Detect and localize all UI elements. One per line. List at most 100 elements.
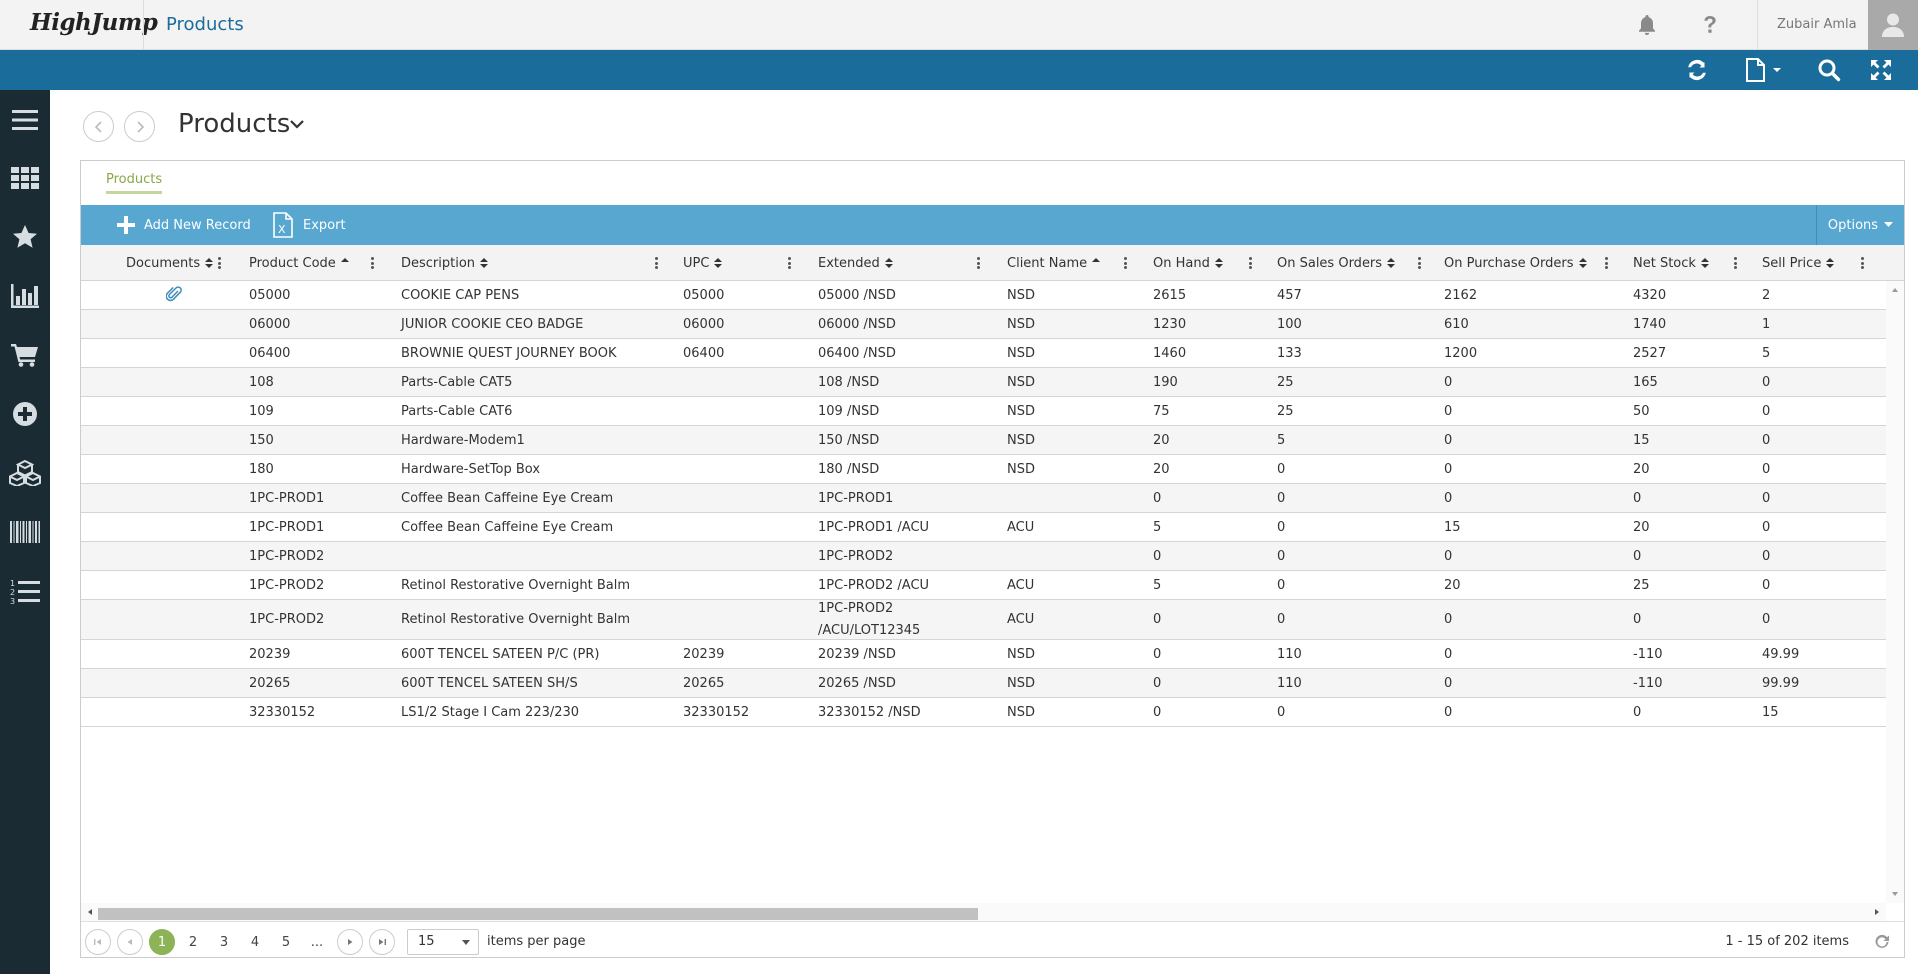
cell-upc: 06000 [683, 316, 725, 332]
horizontal-scrollbar[interactable] [81, 903, 1886, 921]
cart-icon[interactable] [9, 339, 41, 371]
cell-client-name: ACU [1007, 519, 1035, 535]
boxes-icon[interactable] [9, 457, 41, 489]
table-row[interactable]: 06400 BROWNIE QUEST JOURNEY BOOK 06400 0640… [81, 339, 1886, 368]
column-header[interactable]: Sell Price [1762, 245, 1835, 281]
cell-on-hand: 0 [1153, 704, 1162, 720]
attachment-icon[interactable] [165, 285, 182, 311]
page-button-3[interactable]: 3 [219, 934, 229, 950]
column-menu-icon[interactable] [973, 256, 983, 270]
scroll-right-icon[interactable] [1870, 903, 1884, 921]
column-header[interactable]: Documents [126, 245, 214, 281]
table-row[interactable]: 20239 600T TENCEL SATEEN P/C (PR) 20239 202… [81, 640, 1886, 669]
cell-net-stock: 0 [1633, 548, 1642, 564]
add-circle-icon[interactable] [9, 398, 41, 430]
column-menu-icon[interactable] [367, 256, 377, 270]
expand-icon[interactable] [1866, 56, 1896, 84]
highjump-logo[interactable]: HighJump [30, 9, 158, 36]
table-row[interactable]: 1PC-PROD1 Coffee Bean Caffeine Eye Cream 1… [81, 513, 1886, 542]
document-dropdown-icon[interactable] [1742, 56, 1788, 84]
table-row[interactable]: 20265 600T TENCEL SATEEN SH/S 20265 20265 /… [81, 669, 1886, 698]
reports-chart-icon[interactable] [9, 280, 41, 312]
scroll-down-icon[interactable] [1886, 887, 1904, 901]
column-header[interactable]: UPC [683, 245, 723, 281]
cell-on-hand: 0 [1153, 548, 1162, 564]
cell-extended: 1PC-PROD2/ACU/LOT12345 [818, 598, 920, 642]
barcode-icon[interactable] [9, 516, 41, 548]
cell-product-code: 1PC-PROD1 [249, 490, 325, 506]
back-button[interactable] [83, 111, 114, 142]
table-row[interactable]: 1PC-PROD2 Retinol Restorative Overnight B… [81, 571, 1886, 600]
column-menu-icon[interactable] [651, 256, 661, 270]
column-header[interactable]: Description [401, 245, 489, 281]
column-menu-icon[interactable] [1120, 256, 1130, 270]
page-title[interactable]: Products [178, 109, 291, 139]
export-button[interactable]: X Export [271, 212, 346, 238]
column-header[interactable]: Product Code [249, 245, 349, 281]
cell-on-hand: 5 [1153, 577, 1162, 593]
column-header[interactable]: Extended [818, 245, 893, 281]
cell-on-sales-orders: 110 [1277, 646, 1302, 662]
page-button-2[interactable]: 2 [188, 934, 198, 950]
table-row[interactable]: 108 Parts-Cable CAT5 108 /NSD NSD 190 25 0 165 0 [81, 368, 1886, 397]
cell-product-code: 109 [249, 403, 274, 419]
column-header[interactable]: On Hand [1153, 245, 1223, 281]
table-row[interactable]: 109 Parts-Cable CAT6 109 /NSD NSD 75 25 0 50 0 [81, 397, 1886, 426]
column-header[interactable]: On Purchase Orders [1444, 245, 1587, 281]
next-page-icon [348, 939, 353, 945]
chevron-down-icon[interactable] [289, 118, 305, 134]
apps-grid-icon[interactable] [9, 162, 41, 194]
table-row[interactable]: 32330152 LS1/2 Stage I Cam 223/230 3233015… [81, 698, 1886, 727]
table-row[interactable]: 06000 JUNIOR COOKIE CEO BADGE 06000 06000 /… [81, 310, 1886, 339]
next-page-button[interactable] [337, 929, 363, 955]
cell-sell-price: 1 [1762, 316, 1771, 332]
column-menu-icon[interactable] [1601, 256, 1611, 270]
table-row[interactable]: 1PC-PROD2 1PC-PROD2 0 0 0 0 0 [81, 542, 1886, 571]
search-icon[interactable] [1814, 56, 1844, 84]
table-row[interactable]: 1PC-PROD2 Retinol Restorative Overnight B… [81, 600, 1886, 640]
user-name[interactable]: Zubair Amla [1777, 17, 1857, 32]
add-new-record-button[interactable]: Add New Record [116, 213, 251, 237]
table-row[interactable]: 1PC-PROD1 Coffee Bean Caffeine Eye Cream 1… [81, 484, 1886, 513]
favorites-star-icon[interactable] [9, 221, 41, 253]
cell-line: 180 /NSD [818, 461, 880, 477]
column-header[interactable]: Client Name [1007, 245, 1101, 281]
bell-icon[interactable] [1633, 12, 1661, 38]
scroll-left-icon[interactable] [83, 903, 97, 921]
column-menu-icon[interactable] [214, 256, 224, 270]
horizontal-scroll-thumb[interactable] [98, 908, 978, 920]
cell-on-hand: 2615 [1153, 287, 1187, 303]
page-button-4[interactable]: 4 [250, 934, 260, 950]
column-menu-icon[interactable] [1857, 256, 1867, 270]
column-menu-icon[interactable] [1245, 256, 1255, 270]
options-button[interactable]: Options [1816, 205, 1904, 245]
cell-net-stock: -110 [1633, 646, 1663, 662]
column-menu-icon[interactable] [784, 256, 794, 270]
cell-sell-price: 0 [1762, 519, 1771, 535]
table-row[interactable]: 150 Hardware-Modem1 150 /NSD NSD 20 5 0 15 0 [81, 426, 1886, 455]
refresh-icon[interactable] [1682, 56, 1712, 84]
page-size-select[interactable]: 15 [407, 929, 479, 955]
column-header[interactable]: On Sales Orders [1277, 245, 1396, 281]
column-header[interactable]: Net Stock [1633, 245, 1709, 281]
pager-refresh-icon[interactable] [1874, 934, 1890, 954]
scroll-up-icon[interactable] [1886, 283, 1904, 297]
menu-icon[interactable] [9, 104, 41, 136]
table-row[interactable]: 180 Hardware-SetTop Box 180 /NSD NSD 20 0 0 20 0 [81, 455, 1886, 484]
help-icon[interactable] [1696, 12, 1724, 38]
first-page-button[interactable] [85, 929, 111, 955]
user-avatar-icon[interactable] [1868, 0, 1918, 50]
column-menu-icon[interactable] [1414, 256, 1424, 270]
last-page-button[interactable] [369, 929, 395, 955]
column-menu-icon[interactable] [1730, 256, 1740, 270]
table-row[interactable]: 05000 COOKIE CAP PENS 05000 05000 /NSD NSD 26… [81, 281, 1886, 310]
forward-button[interactable] [124, 111, 155, 142]
tab-products[interactable]: Products [106, 172, 163, 194]
page-button-5[interactable]: 5 [281, 934, 291, 950]
cell-on-hand: 20 [1153, 461, 1170, 477]
page-button-1[interactable]: 1 [149, 929, 175, 955]
prev-page-button[interactable] [117, 929, 143, 955]
vertical-scrollbar[interactable] [1886, 281, 1904, 903]
page-button-more[interactable]: ... [310, 934, 324, 950]
